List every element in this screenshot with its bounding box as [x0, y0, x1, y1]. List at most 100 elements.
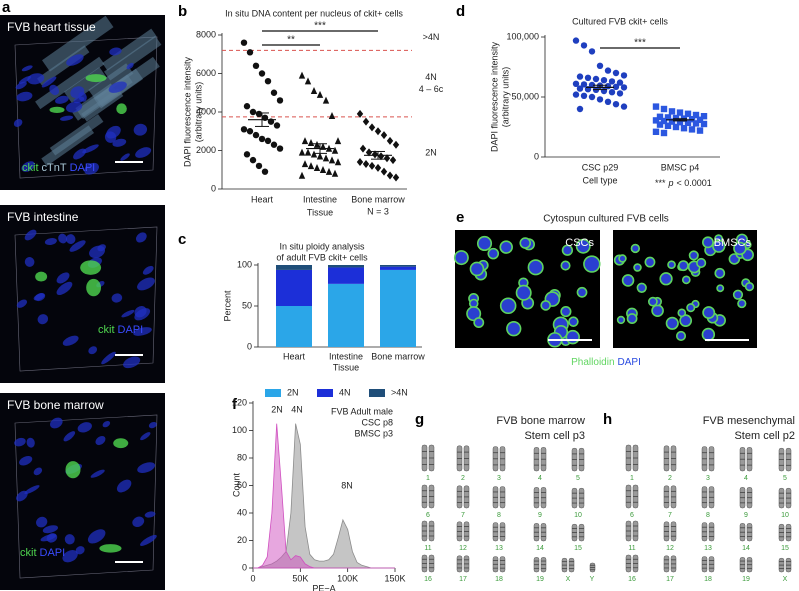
nucleus	[87, 529, 106, 544]
data-point	[386, 136, 394, 145]
data-point	[572, 37, 580, 44]
data-point	[316, 152, 324, 160]
cell	[540, 300, 552, 311]
zone-label: >4N	[423, 32, 440, 42]
nucleus	[134, 308, 151, 321]
microscopy-image	[0, 205, 165, 383]
chromosome-label: 17	[459, 576, 467, 583]
data-point	[616, 90, 624, 97]
mean-sem	[666, 118, 694, 122]
data-point	[620, 72, 628, 79]
data-point	[304, 77, 312, 85]
panel-letter: c	[178, 231, 186, 248]
cell	[686, 303, 696, 313]
nucleus	[62, 335, 79, 346]
cell	[744, 282, 755, 292]
data-point	[608, 89, 616, 96]
nucleus	[109, 47, 122, 56]
nucleus	[121, 309, 135, 318]
chromosome-label: 9	[744, 512, 748, 519]
data-point	[356, 158, 364, 167]
data-point	[362, 117, 370, 126]
karyotype-title: FVB mesenchymal	[703, 415, 795, 427]
y-axis-label: (arbitrary units)	[500, 67, 510, 128]
nucleus	[21, 65, 33, 72]
cell	[647, 296, 658, 307]
data-point	[668, 108, 676, 115]
data-point	[359, 144, 367, 153]
data-point	[572, 80, 580, 88]
cell	[659, 272, 673, 286]
cell	[515, 284, 532, 301]
nucleus	[16, 299, 28, 308]
bar-segment	[380, 266, 416, 270]
image-label: BMSCs	[714, 237, 752, 249]
y-tick-label: 50,000	[511, 91, 539, 101]
x-tick-label: BMSC p4	[661, 162, 700, 172]
zone-label: 2N	[425, 147, 437, 157]
nucleus	[112, 138, 127, 147]
image-label: CSCs	[565, 237, 594, 249]
legend-word: DAPI	[618, 357, 641, 368]
nucleus	[27, 73, 45, 85]
chromosome-label: 11	[424, 545, 431, 552]
nucleus	[24, 229, 37, 241]
cell	[626, 313, 638, 324]
cell	[665, 316, 679, 330]
chromosome-label: 1	[630, 475, 634, 482]
chromosome-label: 11	[628, 545, 635, 552]
ckit-signal	[86, 278, 101, 297]
y-axis-label: Count	[231, 473, 241, 498]
cell	[644, 256, 656, 268]
nucleus	[44, 238, 57, 246]
nucleus	[97, 244, 106, 252]
data-point	[656, 113, 664, 120]
y-tick-label: 100	[232, 425, 247, 435]
bar-segment	[276, 265, 312, 270]
chromosome-label: 6	[426, 512, 430, 519]
data-point	[696, 116, 704, 123]
nucleus	[82, 144, 99, 154]
cell	[506, 320, 522, 337]
y-tick-label: 0	[211, 183, 216, 193]
x-tick-label: Bone marrow	[371, 351, 425, 361]
y-tick-label: 50	[242, 300, 252, 310]
data-point	[304, 148, 312, 156]
y-tick-label: 0	[534, 151, 539, 161]
cell	[469, 261, 485, 277]
cell	[651, 304, 664, 317]
data-point	[596, 96, 604, 103]
data-point	[325, 167, 333, 175]
nucleus	[135, 232, 147, 243]
data-point	[700, 120, 708, 128]
data-point	[380, 167, 388, 176]
cell	[568, 316, 579, 327]
chromosome-label: 12	[666, 545, 674, 552]
chart-title: In situ DNA content per nucleus of ckit+…	[225, 8, 403, 18]
bar-segment	[328, 267, 364, 284]
nucleus	[144, 511, 156, 518]
nucleus	[40, 533, 57, 542]
legend-label: 2N	[287, 387, 299, 397]
nucleus	[37, 314, 49, 325]
y-tick-label: 0	[247, 341, 252, 351]
bar-segment	[328, 265, 364, 268]
x-tick-label: Intestine	[303, 194, 337, 204]
data-point	[684, 110, 692, 117]
data-point	[258, 135, 266, 143]
data-point	[252, 131, 260, 139]
nucleus	[101, 351, 116, 365]
note: N = 3	[367, 206, 389, 216]
karyotype-title: Stem cell p3	[524, 430, 585, 442]
chromosome-label: 13	[704, 545, 712, 552]
nucleus	[49, 84, 60, 96]
data-point	[620, 84, 628, 91]
cell	[688, 250, 699, 261]
mean-sem	[248, 112, 276, 127]
nucleus	[135, 147, 152, 158]
x-tick-label: 100K	[337, 573, 358, 583]
peak-label: 2N	[271, 404, 283, 414]
data-point	[264, 137, 272, 145]
nucleus	[102, 420, 111, 428]
